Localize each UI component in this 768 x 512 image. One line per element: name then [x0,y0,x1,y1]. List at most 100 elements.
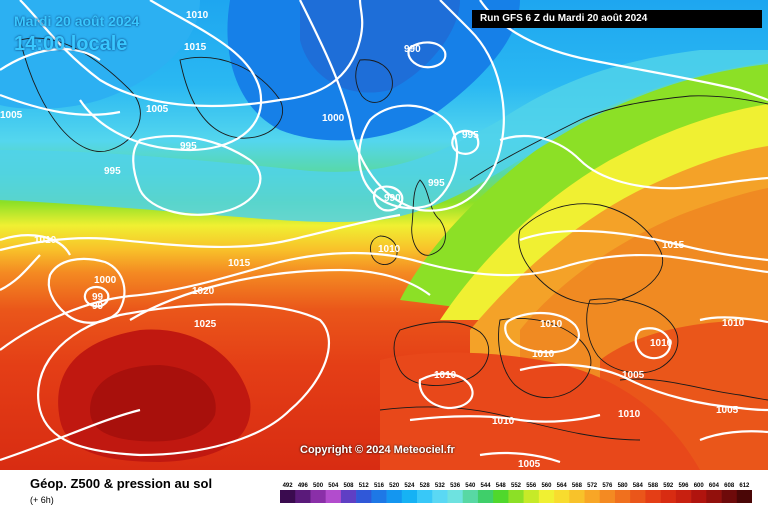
colorbar-swatch [401,490,418,503]
colorbar-tick-label: 604 [709,483,720,489]
isobar-label: 1020 [192,286,215,297]
colorbar-tick-label: 540 [465,483,476,489]
copyright-notice: Copyright © 2024 Meteociel.fr [300,444,455,456]
isobar-label: 995 [428,178,445,189]
isobar-label: 1005 [0,110,23,121]
colorbar-swatch [462,490,479,503]
colorbar-swatch [691,490,707,503]
colorbar-tick-label: 608 [724,483,735,489]
colorbar-tick-label: 556 [526,483,537,489]
isobar-label: 1010 [378,244,401,255]
colorbar-tick-label: 572 [587,483,598,489]
colorbar-tick-label: 592 [663,483,674,489]
forecast-local-time: 14:00 locale [14,33,128,55]
isobar-label: 995 [180,141,197,152]
colorbar-swatch [554,490,570,503]
colorbar-swatch [295,490,311,503]
colorbar-tick-label: 576 [602,483,613,489]
colorbar-tick-label: 568 [572,483,583,489]
colorbar-tick-label: 544 [481,483,492,489]
isobar-label: 1000 [322,113,345,124]
colorbar-swatch [340,490,357,503]
colorbar-tick-label: 588 [648,483,659,489]
colorbar-tick-label: 528 [420,483,431,489]
isobar-label: 1005 [146,104,169,115]
legend-title: Géop. Z500 & pression au sol [30,476,213,491]
colorbar-tick-label: 500 [313,483,324,489]
colorbar-tick-label: 496 [298,483,309,489]
z500-western-blue [0,0,200,109]
colorbar-swatch [599,490,616,503]
colorbar-tick-label: 532 [435,483,446,489]
forecast-date: Mardi 20 août 2024 [14,13,140,29]
colorbar-swatch [386,490,403,503]
isobar-label: 1010 [540,319,563,330]
z500-low-core [300,0,460,93]
colorbar-tick-label: 520 [389,483,400,489]
colorbar-swatch [538,490,555,503]
isobar-label: 1000 [94,275,117,286]
colorbar-tick-label: 512 [359,483,370,489]
colorbar-swatch [371,490,387,503]
isobar-label: 990 [384,193,401,204]
colorbar-swatch [325,490,342,503]
isobar-label: 1015 [184,42,207,53]
colorbar-swatch [356,490,372,503]
isobar-label: 995 [104,166,121,177]
isobar-label: 1010 [618,409,641,420]
colorbar-tick-label: 516 [374,483,385,489]
colorbar-tick-label: 580 [618,483,629,489]
colorbar-tick-label: 492 [283,483,294,489]
colorbar-tick-label: 564 [557,483,568,489]
colorbar-swatch [630,490,646,503]
colorbar-swatch [310,490,326,503]
colorbar-swatch [477,490,494,503]
isobar-label: 1005 [716,405,739,416]
isobar-label: 1010 [532,349,555,360]
colorbar-swatch [280,490,296,503]
isobar-label: 1010 [186,10,209,21]
colorbar-swatch [614,490,631,503]
colorbar-tick-label: 524 [404,483,415,489]
isobars [0,0,768,462]
isobar-label: 1010 [434,370,457,381]
colorbar-swatch [508,490,524,503]
colorbar-swatch [523,490,540,503]
isobar-label: 1015 [228,258,251,269]
isobar-label: 1015 [662,240,685,251]
isobar-label: 99 [92,292,104,303]
pressure-labels: 1010 1015 1005 995 995 1000 995 990 990 995 1005 10… [0,10,745,470]
isobar-label: 1005 [518,459,541,470]
isobar-label: 995 [462,130,479,141]
isobar-label: 1010 [650,338,673,349]
colorbar-tick-label: 504 [328,483,339,489]
isobar-label: 1025 [194,319,217,330]
legend-subtitle: (+ 6h) [30,495,54,505]
colorbar-tick-label: 508 [344,483,355,489]
isobar-label: 990 [404,44,421,55]
isobar-label: 1010 [722,318,745,329]
colorbar-swatch [736,490,752,503]
colorbar-tick-label: 536 [450,483,461,489]
colorbar-swatch [417,490,433,503]
z500-high-core [90,365,216,442]
colorbar-swatch [721,490,738,503]
isobar-label: 99 [92,301,104,312]
isobar-label: 1010 [34,235,57,246]
isobar-label: 1010 [492,416,515,427]
colorbar-swatch [660,490,677,503]
colorbar-swatch [675,490,692,503]
colorbar-tick-label: 596 [678,483,689,489]
z500-colorbar: 492 496 500 504 508 512 516 520 524 528 532 536 540 5… [280,483,752,503]
isobar-label: 1005 [622,370,645,381]
colorbar-tick-label: 600 [694,483,705,489]
colorbar-swatch [432,490,448,503]
colorbar-swatch [493,490,509,503]
forecast-map: 1010 1015 1005 995 995 1000 995 990 990 995 1005 10… [0,0,768,470]
z500-band-cyan [0,50,768,222]
model-run-label: Run GFS 6 Z du Mardi 20 août 2024 [472,10,762,28]
colorbar-swatch [569,490,585,503]
colorbar-tick-label: 548 [496,483,507,489]
colorbar-swatch [447,490,464,503]
